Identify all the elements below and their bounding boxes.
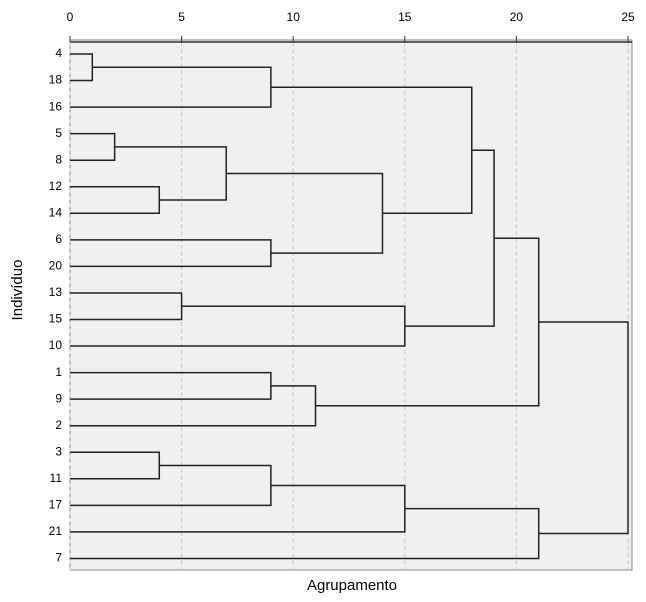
leaf-label: 16 [49,99,63,113]
x-tick-label: 25 [621,10,635,24]
leaf-label: 3 [55,444,62,458]
x-tick-label: 10 [287,10,301,24]
leaf-label: 20 [49,259,63,273]
leaf-label: 17 [49,498,63,512]
x-tick-label: 15 [398,10,412,24]
leaf-label: 1 [55,365,62,379]
leaf-label: 9 [55,391,62,405]
x-tick-label: 5 [178,10,185,24]
x-tick-label: 20 [510,10,524,24]
leaf-label: 13 [49,285,63,299]
merge-link [538,321,629,535]
leaf-label: 18 [49,73,63,87]
leaf-label: 6 [55,232,62,246]
leaf-label: 4 [55,46,62,60]
leaf-label: 21 [49,524,63,538]
leaf-label: 11 [50,471,63,485]
leaf-label: 2 [55,418,62,432]
x-axis-title: Agrupamento [307,577,397,594]
leaf-label: 10 [49,338,63,352]
leaf-label: 7 [55,551,62,565]
plot-area [69,39,633,571]
leaf-label: 15 [49,312,63,326]
y-axis-title: Indivíduo [9,260,26,321]
leaf-label: 14 [49,205,63,219]
x-tick-label: 0 [67,10,74,24]
leaf-label: 8 [55,152,62,166]
leaf-label: 12 [49,179,63,193]
leaf-label: 5 [55,126,62,140]
